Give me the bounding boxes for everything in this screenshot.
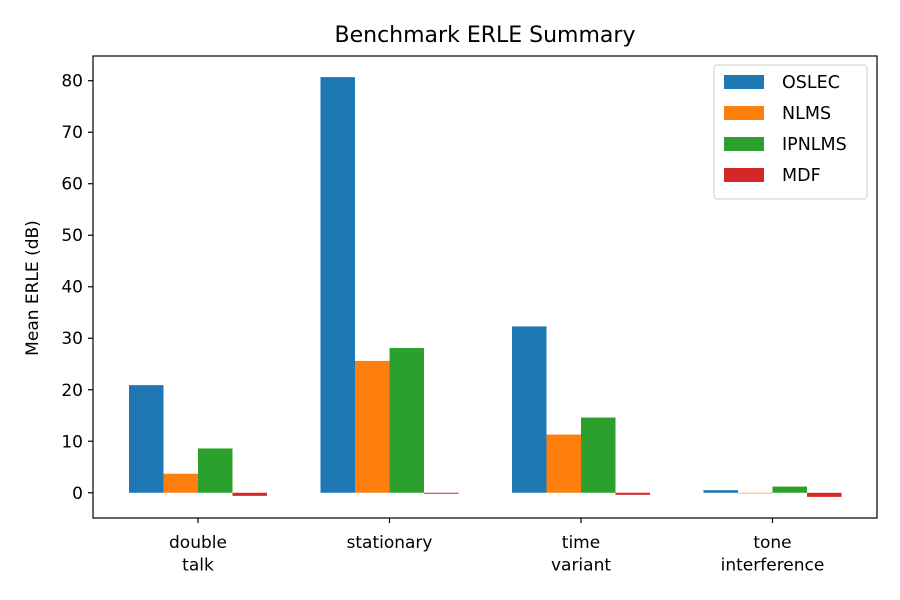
y-tick-label: 10 <box>61 432 83 452</box>
bar-nlms-2 <box>546 434 581 493</box>
y-tick-label: 40 <box>61 278 83 298</box>
y-tick-label: 80 <box>61 72 83 92</box>
y-tick-label: 70 <box>61 123 83 143</box>
bar-mdf-0 <box>232 492 267 496</box>
legend: OSLEC NLMS IPNLMS MDF <box>713 64 868 200</box>
bar-nlms-0 <box>163 473 198 493</box>
plot-frame <box>92 55 878 519</box>
bar-ipnlms-2 <box>581 417 616 493</box>
bar-ipnlms-0 <box>198 448 233 493</box>
bar-oslec-1 <box>320 77 355 493</box>
legend-label-ipnlms: IPNLMS <box>782 135 847 155</box>
bars-layer <box>129 77 842 497</box>
legend-box <box>713 64 868 200</box>
chart-title: Benchmark ERLE Summary <box>335 23 636 48</box>
legend-swatch-oslec <box>724 75 764 89</box>
bar-ipnlms-1 <box>389 348 424 493</box>
bar-mdf-1 <box>424 492 459 494</box>
x-tick-label: double <box>169 533 227 553</box>
legend-swatch-nlms <box>724 106 764 120</box>
y-tick-label: 50 <box>61 226 83 246</box>
x-tick-label: time <box>562 533 600 553</box>
y-tick-label: 60 <box>61 175 83 195</box>
legend-swatch-mdf <box>724 168 764 182</box>
legend-label-mdf: MDF <box>782 166 821 186</box>
bar-oslec-3 <box>703 490 738 493</box>
x-tick-label: stationary <box>347 533 433 553</box>
x-tick-label: tone <box>753 533 791 553</box>
y-tick-label: 0 <box>72 484 83 504</box>
x-axis-ticks: double talk stationary time variant tone inter… <box>169 518 824 576</box>
bar-nlms-3 <box>738 492 773 494</box>
bar-ipnlms-3 <box>772 486 807 493</box>
y-tick-label: 30 <box>61 329 83 349</box>
bar-mdf-2 <box>615 492 650 495</box>
y-axis-ticks: 0 10 20 30 40 50 60 70 80 <box>61 72 93 504</box>
bar-nlms-1 <box>355 360 390 493</box>
bar-oslec-0 <box>129 385 164 493</box>
legend-label-nlms: NLMS <box>782 104 831 124</box>
legend-swatch-ipnlms <box>724 137 764 151</box>
legend-label-oslec: OSLEC <box>782 73 840 93</box>
x-tick-label: talk <box>182 556 214 576</box>
x-tick-label: interference <box>721 556 825 576</box>
y-tick-label: 20 <box>61 381 83 401</box>
bar-oslec-2 <box>512 326 547 493</box>
bar-mdf-3 <box>807 492 842 497</box>
y-axis-label: Mean ERLE (dB) <box>23 220 43 356</box>
x-tick-label: variant <box>551 556 611 576</box>
